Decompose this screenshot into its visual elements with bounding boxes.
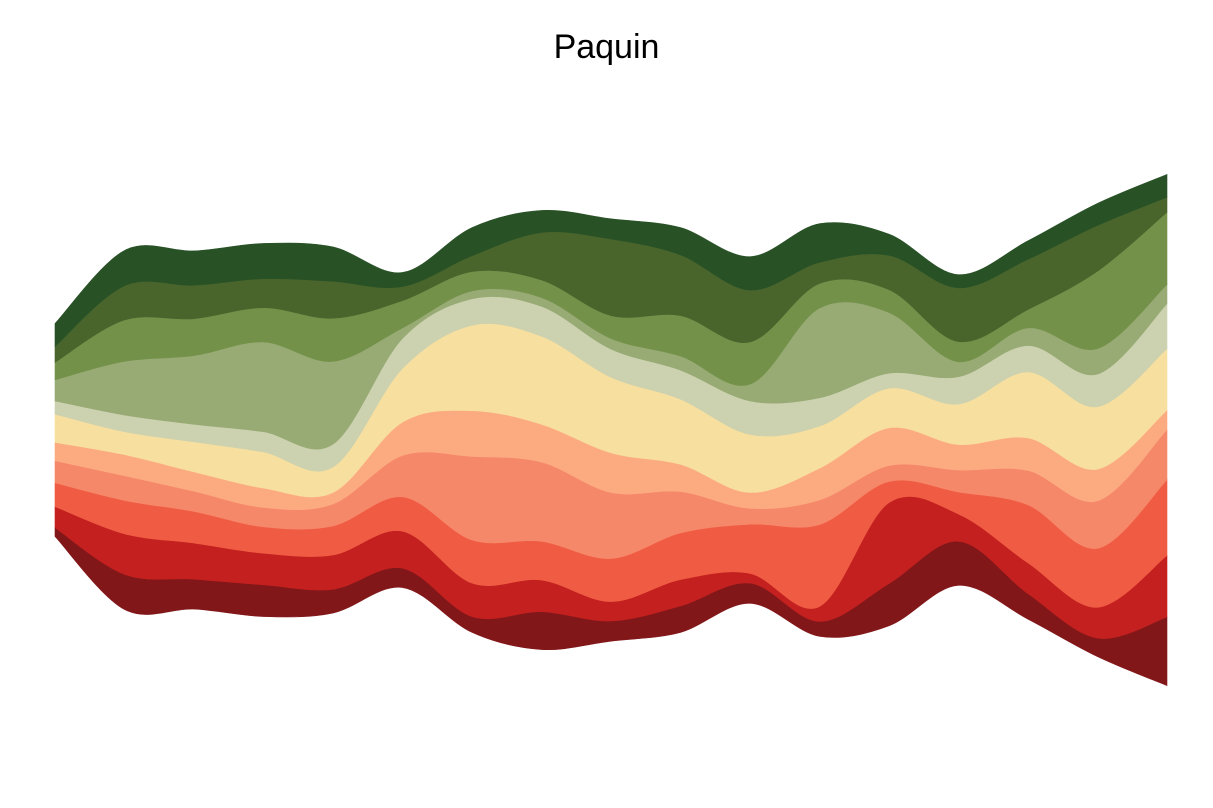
chart-title: Paquin bbox=[553, 28, 660, 66]
stream-layers bbox=[54, 173, 1168, 687]
stream-layer-11 bbox=[54, 173, 1168, 348]
